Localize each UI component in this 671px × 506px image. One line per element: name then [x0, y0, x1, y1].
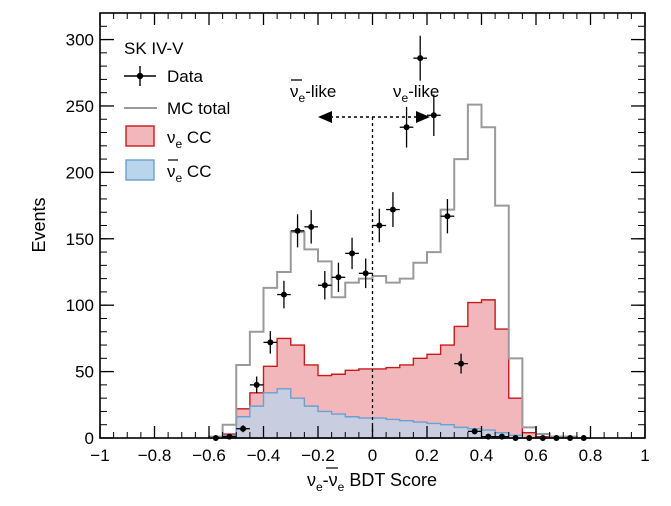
annotation-layer: νe-like νe-like	[290, 79, 439, 438]
legend-item-data: Data	[124, 66, 203, 86]
data-point	[290, 214, 305, 248]
x-tick-label: 0.4	[470, 446, 494, 465]
data-point-marker	[376, 222, 383, 229]
legend-data-marker-icon	[136, 72, 144, 80]
data-point-marker	[240, 425, 247, 432]
data-point-marker	[253, 381, 260, 388]
legend-nuebar-label: νe CC	[167, 162, 211, 185]
data-point	[413, 35, 427, 81]
data-point	[386, 192, 400, 227]
data-point	[454, 353, 468, 374]
data-point	[372, 208, 387, 243]
x-axis-title: νe-νe BDT Score	[307, 470, 437, 494]
data-point-marker	[321, 282, 328, 289]
x-tick-label: −1	[90, 446, 109, 465]
data-point-marker	[444, 213, 451, 220]
data-point	[399, 106, 414, 148]
anti-nue-like-label: νe-like	[290, 82, 336, 105]
x-tick-label: −0.8	[138, 446, 172, 465]
y-tick-label: 50	[75, 363, 94, 382]
data-point	[427, 94, 441, 136]
data-point-marker	[294, 227, 301, 234]
x-tick-label: 1	[640, 446, 649, 465]
y-tick-label: 0	[85, 429, 94, 448]
x-tick-label: 0.8	[579, 446, 603, 465]
y-tick-label: 150	[66, 230, 94, 249]
data-point-marker	[349, 250, 356, 257]
ticks-layer: −1 −0.8 −0.6 −0.4 −0.2 0 0.2 0.4 0.6 0.8 1 0 50 100 15…	[66, 12, 650, 465]
data-point-marker	[458, 360, 465, 367]
data-point-marker	[389, 206, 396, 213]
data-point-marker	[403, 124, 410, 131]
legend: SK IV-V Data MC total νe CC νe CC	[124, 39, 230, 185]
data-point	[331, 262, 346, 292]
data-point-marker	[267, 339, 274, 346]
legend-item-nuebar-cc: νe CC	[125, 159, 211, 185]
y-tick-label: 300	[66, 31, 94, 50]
x-tick-label: 0.2	[415, 446, 439, 465]
data-point-marker	[335, 274, 342, 281]
arrow-right-icon	[416, 111, 430, 123]
data-point	[304, 210, 318, 244]
histogram-layer	[209, 299, 591, 439]
arrow-left-icon	[318, 111, 332, 123]
y-tick-label: 250	[66, 97, 94, 116]
data-point	[358, 258, 373, 289]
data-point	[440, 199, 455, 234]
experiment-label: SK IV-V	[124, 39, 184, 58]
data-point	[345, 237, 359, 270]
y-tick-label: 100	[66, 296, 94, 315]
x-tick-label: 0.6	[524, 446, 548, 465]
legend-nuebar-swatch-icon	[125, 159, 155, 181]
y-tick-label: 200	[66, 163, 94, 182]
data-point	[277, 280, 291, 309]
data-point-marker	[308, 223, 315, 230]
data-point-marker	[280, 291, 287, 298]
legend-mc-label: MC total	[167, 99, 230, 118]
data-point-marker	[362, 270, 369, 277]
legend-nue-label: νe CC	[167, 128, 211, 151]
data-point	[263, 331, 278, 354]
legend-item-nue-cc: νe CC	[125, 125, 211, 151]
data-point	[467, 428, 482, 435]
data-point	[249, 376, 264, 394]
nue-like-label: νe-like	[393, 82, 439, 105]
x-tick-label: −0.4	[247, 446, 281, 465]
x-tick-label: −0.2	[301, 446, 335, 465]
data-point-marker	[430, 112, 437, 119]
legend-data-label: Data	[167, 67, 203, 86]
mc-total-layer	[208, 103, 591, 439]
x-tick-label: 0	[368, 446, 377, 465]
legend-item-mc-total: MC total	[124, 99, 230, 118]
mc-total-histogram	[208, 103, 591, 439]
x-tick-label: −0.6	[192, 446, 226, 465]
legend-nue-swatch-icon	[125, 125, 155, 147]
data-point-marker	[417, 55, 424, 62]
data-point	[236, 425, 250, 433]
data-point	[318, 271, 332, 300]
y-axis-title: Events	[29, 197, 49, 252]
data-point-marker	[471, 428, 478, 435]
